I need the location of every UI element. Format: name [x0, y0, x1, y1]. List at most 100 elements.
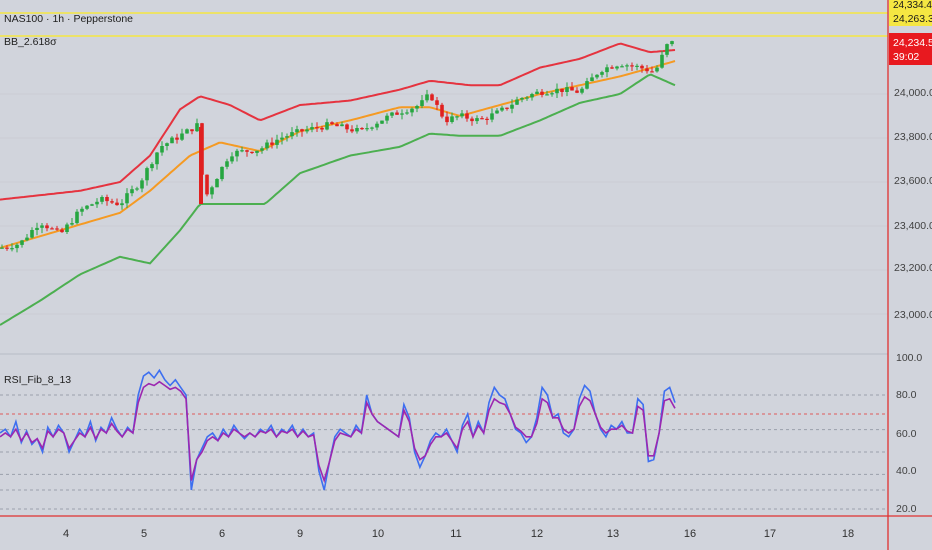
candle-body	[585, 81, 589, 89]
rsi-lines	[0, 368, 676, 491]
candle-body	[525, 97, 529, 99]
candle-body	[595, 74, 599, 78]
candle-body	[380, 120, 384, 124]
rsi-tick-100: 100.0	[896, 352, 922, 364]
candle-body	[195, 123, 199, 132]
candle-body	[455, 116, 459, 118]
symbol-title[interactable]: NAS100 · 1h · Pepperstone	[4, 13, 133, 25]
candle-body	[560, 88, 564, 92]
marker-last-price: 24,234.5	[893, 37, 932, 49]
rsi-pane[interactable]	[0, 368, 888, 510]
candle-body	[610, 67, 614, 69]
candle-body	[240, 150, 244, 152]
rsi-axis[interactable]: 20.0 40.0 60.0 80.0 100.0	[896, 352, 922, 515]
candle-body	[535, 91, 539, 94]
rsi-slow-line	[0, 380, 676, 484]
candle-body	[50, 228, 54, 230]
time-label-6: 6	[219, 528, 225, 540]
candle-body	[670, 41, 674, 45]
candle-body	[180, 133, 184, 140]
candle-body	[605, 67, 609, 73]
rsi-levels	[0, 394, 888, 510]
candle-body	[85, 205, 89, 209]
candle-body	[625, 65, 629, 67]
candle-body	[545, 94, 549, 96]
candle-body	[55, 228, 59, 230]
candle-body	[630, 65, 634, 67]
candle-body	[175, 137, 179, 140]
candle-body	[665, 44, 669, 55]
candle-body	[215, 179, 219, 188]
candle-body	[575, 90, 579, 93]
candle-body	[145, 168, 149, 181]
candle-body	[25, 237, 29, 241]
candle-body	[340, 124, 344, 127]
candle-body	[355, 128, 359, 132]
candle-body	[395, 112, 399, 115]
candle-body	[580, 88, 584, 93]
candle-body	[185, 129, 189, 134]
candle-body	[405, 112, 409, 114]
rsi-tick-80: 80.0	[896, 389, 917, 401]
candle-body	[645, 68, 649, 72]
candle-body	[390, 112, 394, 116]
rsi-fast-line	[0, 368, 676, 491]
candle-body	[480, 118, 484, 120]
candle-body	[620, 66, 624, 68]
candle-body	[410, 108, 414, 113]
marker-top-bg	[889, 0, 932, 10]
candle-body	[640, 65, 644, 69]
candle-body	[0, 247, 4, 249]
candle-body	[635, 65, 639, 67]
candle-body	[155, 152, 159, 165]
candle-body	[310, 127, 314, 130]
candle-body	[260, 148, 264, 151]
candle-body	[370, 127, 374, 129]
candle-body	[365, 128, 369, 130]
marker-last-bg	[889, 33, 932, 65]
candle-body	[650, 71, 654, 73]
candle-body	[20, 240, 24, 245]
candle-body	[435, 100, 439, 105]
candle-body	[430, 94, 434, 101]
candle-body	[350, 129, 354, 132]
rsi-tick-20: 20.0	[896, 503, 917, 515]
price-grid	[0, 93, 888, 315]
candle-body	[280, 137, 284, 140]
candle-body	[590, 77, 594, 82]
marker-countdown: 39:02	[893, 51, 919, 63]
marker-level: 24,263.3	[893, 13, 932, 25]
candle-body	[235, 150, 239, 157]
marker-top: 24,334.4	[893, 0, 932, 11]
candle-body	[540, 91, 544, 95]
bb-indicator-label[interactable]: BB_2.618σ	[4, 36, 57, 48]
price-pane[interactable]	[0, 40, 888, 326]
price-axis[interactable]: 23,000.0 23,200.0 23,400.0 23,600.0 23,8…	[894, 87, 932, 321]
candle-body	[75, 211, 79, 224]
candle-body	[35, 227, 39, 230]
time-label-11: 11	[450, 528, 461, 540]
candle-body	[360, 128, 364, 130]
candle-body	[140, 180, 144, 189]
price-tick-24000: 24,000.0	[894, 87, 932, 99]
candle-body	[295, 129, 299, 133]
candle-body	[245, 150, 249, 152]
candle-body	[5, 247, 9, 249]
candle-body	[170, 137, 174, 144]
candle-body	[90, 204, 94, 206]
candle-body	[460, 113, 464, 117]
rsi-indicator-label[interactable]: RSI_Fib_8_13	[4, 374, 71, 386]
candle-body	[285, 136, 289, 138]
time-label-17: 17	[764, 528, 776, 540]
candle-body	[375, 123, 379, 128]
price-tick-23600: 23,600.0	[894, 175, 932, 187]
candle-body	[465, 113, 469, 119]
candle-body	[125, 193, 129, 204]
candle-body	[130, 189, 134, 194]
candle-body	[345, 124, 349, 130]
time-axis[interactable]: 4 5 6 9 10 11 12 13 16 17 18	[63, 528, 854, 540]
candle-body	[265, 142, 269, 149]
candle-body	[305, 129, 309, 132]
candle-body	[105, 197, 109, 202]
